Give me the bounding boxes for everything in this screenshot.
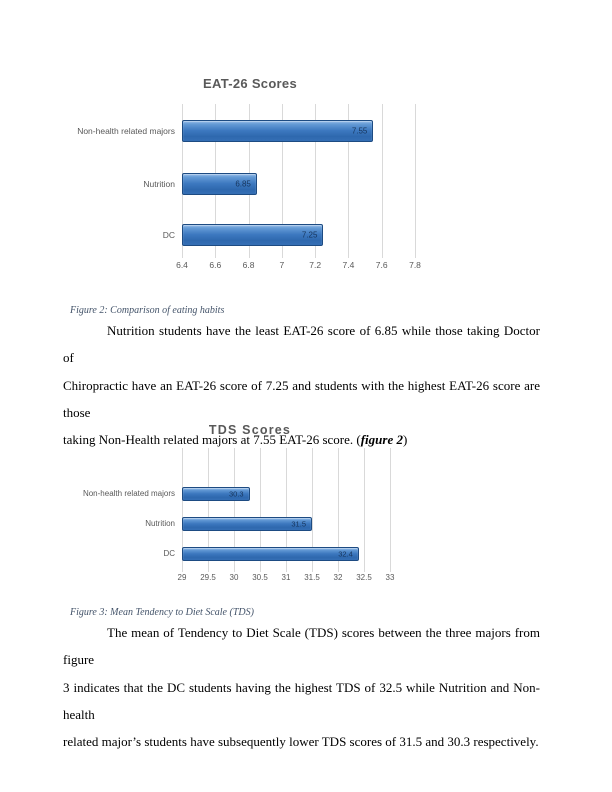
eat26-chart-title: EAT-26 Scores xyxy=(203,76,297,91)
gridline xyxy=(208,448,209,572)
bar-value-label: 6.85 xyxy=(235,179,251,189)
tds-chart-title: TDS Scores xyxy=(208,423,292,437)
eat26-bar-chart: EAT-26 Scores 6.4 6.6 6.8 7 7.2 7.4 7.6 7.8 7.55… xyxy=(70,75,430,275)
x-tick-label: 7 xyxy=(279,260,285,270)
x-tick-label: 7.4 xyxy=(342,260,355,270)
gridline xyxy=(381,104,383,258)
bar-value-label: 7.25 xyxy=(301,230,318,240)
paragraph-tds: The mean of Tendency to Diet Scale (TDS)… xyxy=(63,619,540,755)
bar-value-label: 7.55 xyxy=(351,126,368,136)
category-label: DC xyxy=(162,230,175,240)
x-tick-label: 6.6 xyxy=(209,260,222,270)
bar-non-health-related-majors: 7.55 xyxy=(182,120,374,142)
category-label: Non-health related majors xyxy=(82,489,175,498)
x-tick-label: 7.2 xyxy=(309,260,322,270)
bar-value-label: 30.3 xyxy=(228,489,244,499)
paragraph-eat26-line2: Chiropractic have an EAT-26 score of 7.2… xyxy=(63,377,540,420)
gridline xyxy=(364,448,365,572)
paragraph-eat26-line3: taking Non-Health related majors at 7.55… xyxy=(63,426,540,453)
x-tick-label: 6.8 xyxy=(242,260,255,270)
gridline xyxy=(260,448,261,572)
figure2-caption: Figure 2: Comparison of eating habits xyxy=(70,305,225,316)
paragraph-tds-line3: related major’s students have subsequent… xyxy=(63,734,539,750)
x-tick-label: 7.6 xyxy=(375,260,388,270)
bar-non-health-related-majors: 30.3 xyxy=(182,487,250,501)
x-tick-label: 31 xyxy=(281,573,291,582)
x-tick-label: 32.5 xyxy=(356,573,372,582)
category-label: Non-health related majors xyxy=(77,126,175,136)
x-tick-label: 30.5 xyxy=(252,573,268,582)
gridline xyxy=(390,448,391,572)
gridline xyxy=(281,104,283,258)
tds-bar-chart: TDS Scores 29 29.5 30 30.5 31 31.5 32 32.5 33 30.… xyxy=(70,417,430,587)
category-label: Nutrition xyxy=(143,179,175,189)
bar-dc: 32.4 xyxy=(182,547,359,561)
bar-value-label: 31.5 xyxy=(291,519,306,529)
paragraph-tds-line1: The mean of Tendency to Diet Scale (TDS)… xyxy=(63,625,540,668)
category-label: Nutrition xyxy=(145,519,175,528)
bar-nutrition: 31.5 xyxy=(182,517,312,531)
x-tick-label: 30 xyxy=(229,573,239,582)
bar-nutrition: 6.85 xyxy=(182,173,257,195)
tds-plot-area: 29 29.5 30 30.5 31 31.5 32 32.5 33 30.3 31.5 32.4 xyxy=(178,448,394,582)
gridline xyxy=(315,104,317,258)
paragraph-eat26-line1: Nutrition students have the least EAT-26… xyxy=(63,323,540,366)
x-tick-label: 6.4 xyxy=(176,260,188,270)
x-tick-label: 7.8 xyxy=(409,260,421,270)
gridline xyxy=(286,448,287,572)
paragraph-tds-line2: 3 indicates that the DC students having … xyxy=(63,679,540,722)
paragraph-eat26-line3-text: taking Non-Health related majors at 7.55… xyxy=(63,432,361,448)
figure2-reference: figure 2 xyxy=(360,432,403,448)
gridline xyxy=(182,448,183,572)
bar-dc: 7.25 xyxy=(182,224,324,246)
bar-value-label: 32.4 xyxy=(338,549,353,559)
category-label: DC xyxy=(163,549,175,558)
paragraph-eat26-line3-close: ) xyxy=(402,432,408,448)
x-tick-label: 29 xyxy=(177,573,187,582)
gridline xyxy=(348,104,350,258)
gridline xyxy=(312,448,313,572)
x-tick-label: 32 xyxy=(333,573,343,582)
paragraph-eat26: Nutrition students have the least EAT-26… xyxy=(63,317,540,453)
gridline xyxy=(415,104,416,258)
eat26-plot-area: 6.4 6.6 6.8 7 7.2 7.4 7.6 7.8 7.55 6.85 7.25 xyxy=(176,104,421,270)
gridline xyxy=(234,448,235,572)
x-tick-label: 29.5 xyxy=(200,573,216,582)
x-tick-label: 33 xyxy=(385,573,395,582)
x-tick-label: 31.5 xyxy=(304,573,320,582)
gridline xyxy=(338,448,339,572)
figure3-caption: Figure 3: Mean Tendency to Diet Scale (T… xyxy=(70,607,254,618)
